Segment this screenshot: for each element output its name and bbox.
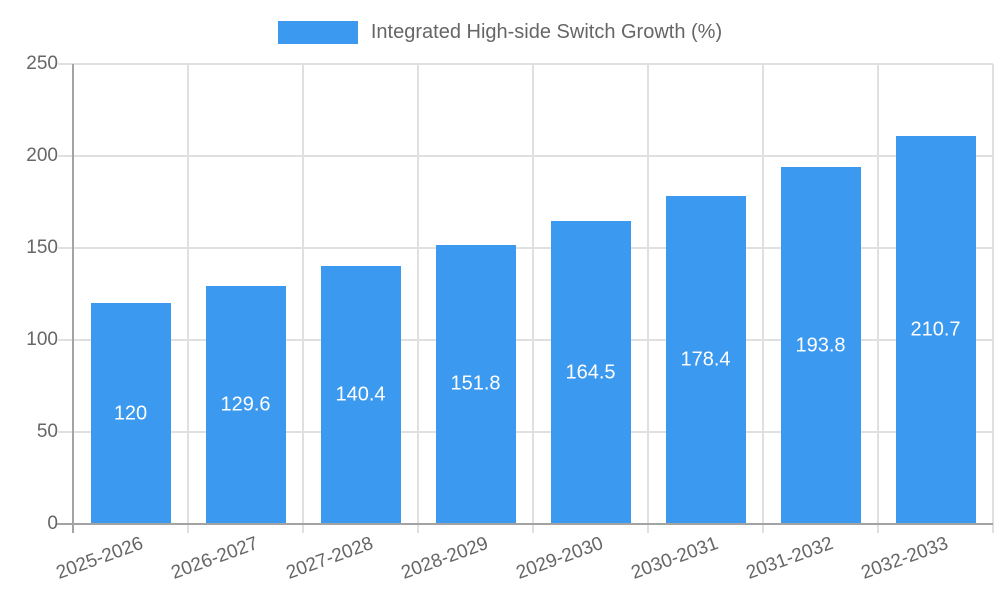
y-axis-tick-label: 0 (47, 513, 58, 534)
y-axis-tick-label: 250 (26, 53, 58, 74)
y-gridline (58, 247, 993, 249)
y-gridline (58, 339, 993, 341)
x-axis-tick-label: 2031-2032 (743, 533, 836, 584)
x-gridline (762, 64, 764, 533)
legend-swatch (277, 20, 358, 44)
x-axis-tick-label: 2027-2028 (283, 533, 376, 584)
bar: 193.8 (780, 167, 861, 524)
x-axis-tick-label: 2025-2026 (53, 533, 146, 584)
x-gridline (187, 64, 189, 533)
y-axis-tick-label: 200 (26, 145, 58, 166)
bar-value-label: 151.8 (450, 372, 501, 395)
x-axis-line (57, 523, 993, 525)
y-axis-line (72, 64, 74, 533)
x-axis-tick-label: 2029-2030 (513, 533, 606, 584)
y-axis-tick-label: 50 (36, 421, 58, 442)
bar: 178.4 (665, 195, 746, 524)
y-axis-tick-label: 100 (26, 329, 58, 350)
bar: 120 (90, 303, 171, 524)
x-gridline (302, 64, 304, 533)
bar-value-label: 140.4 (335, 383, 386, 406)
x-gridline (877, 64, 879, 533)
y-gridline (58, 63, 993, 65)
bar: 140.4 (320, 265, 401, 524)
bar-value-label: 164.5 (565, 361, 616, 384)
x-gridline (417, 64, 419, 533)
bar-value-label: 129.6 (220, 393, 271, 416)
bar-value-label: 178.4 (680, 348, 731, 371)
y-gridline (58, 431, 993, 433)
x-gridline (647, 64, 649, 533)
x-axis-tick-label: 2026-2027 (168, 533, 261, 584)
chart-legend[interactable]: Integrated High-side Switch Growth (%) (0, 18, 1000, 46)
bar: 129.6 (205, 285, 286, 524)
x-axis-tick-label: 2028-2029 (398, 533, 491, 584)
x-axis-tick-label: 2032-2033 (858, 533, 951, 584)
x-gridline (532, 64, 534, 533)
bar: 210.7 (895, 136, 976, 524)
bar-value-label: 210.7 (910, 318, 961, 341)
y-gridline (58, 155, 993, 157)
bar-value-label: 193.8 (795, 334, 846, 357)
x-gridline (992, 64, 994, 533)
bar: 164.5 (550, 221, 631, 524)
y-axis-tick-label: 150 (26, 237, 58, 258)
bar: 151.8 (435, 244, 516, 524)
x-axis-tick-label: 2030-2031 (628, 533, 721, 584)
legend-label: Integrated High-side Switch Growth (%) (370, 20, 723, 43)
bar-value-label: 120 (113, 402, 148, 425)
